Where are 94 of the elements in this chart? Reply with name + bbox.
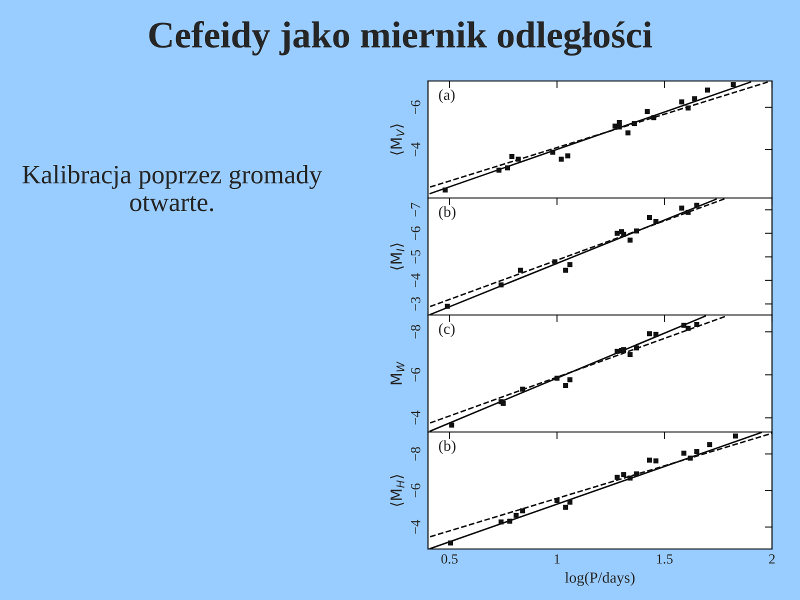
point — [653, 219, 658, 224]
annotation: (b) — [438, 206, 456, 220]
y-tick-label: −6 — [410, 226, 420, 240]
point — [686, 105, 691, 110]
point — [520, 508, 526, 514]
point — [628, 238, 633, 243]
y-tick-label: −6 — [410, 100, 420, 114]
point — [516, 156, 521, 162]
y-tick-label: −7 — [411, 202, 420, 216]
point — [614, 230, 620, 236]
point — [505, 165, 510, 170]
point — [444, 304, 450, 309]
point — [496, 168, 502, 173]
point — [625, 130, 630, 136]
point — [621, 472, 626, 478]
annotation: (b) — [438, 440, 456, 454]
point — [552, 259, 558, 264]
y-tick-label: −4 — [411, 520, 420, 534]
point — [686, 326, 691, 331]
point — [442, 187, 448, 192]
point — [448, 540, 454, 546]
point — [730, 82, 736, 88]
y-tick-label: −6 — [410, 484, 420, 498]
point — [507, 518, 512, 524]
text: Kalibracja poprzez gromady otwarte. — [22, 165, 322, 212]
point — [646, 331, 652, 336]
y-tick-label: −4 — [411, 273, 420, 288]
point — [732, 434, 738, 439]
annotation: (a) — [438, 89, 455, 104]
point — [653, 332, 658, 337]
point — [694, 202, 700, 208]
y-tick-label: −3 — [410, 297, 420, 311]
point — [628, 352, 633, 358]
point — [550, 150, 556, 155]
point — [498, 282, 504, 288]
y-axis-title: ⟨M$_{I}$⟩ — [390, 243, 404, 270]
x-axis-title: log(P/days) — [565, 572, 635, 586]
point — [518, 268, 523, 273]
x-tick-label: 1.5 — [657, 554, 673, 564]
point — [563, 504, 568, 510]
annotation: (c) — [438, 323, 455, 338]
point — [514, 512, 519, 518]
y-tick-label: −5 — [411, 250, 420, 264]
point — [681, 450, 686, 456]
point — [679, 206, 684, 211]
point — [628, 476, 633, 481]
point — [653, 458, 658, 464]
point — [449, 422, 454, 428]
point — [694, 322, 700, 327]
point — [679, 99, 684, 104]
point — [688, 456, 693, 461]
point — [651, 115, 656, 120]
chart-title: Cefeidy jako miernik odległości — [149, 21, 652, 56]
y-tick-label: −8 — [410, 324, 420, 338]
point — [563, 383, 568, 388]
point — [567, 262, 572, 268]
point — [621, 347, 626, 352]
x-tick-label: 1 — [554, 554, 560, 564]
y-axis-title: M$_{W}$ — [390, 361, 404, 384]
y-tick-label: −6 — [410, 368, 420, 382]
point — [509, 154, 514, 159]
point — [692, 96, 698, 102]
y-axis-title: ⟨M$_{H}$⟩ — [390, 475, 404, 506]
point — [563, 268, 568, 273]
point — [520, 386, 526, 392]
point — [704, 88, 710, 93]
point — [554, 498, 560, 504]
point — [681, 322, 686, 328]
point — [707, 442, 712, 448]
x-tick-label: 0.5 — [441, 554, 458, 564]
point — [644, 109, 650, 114]
y-tick-label: −4 — [411, 410, 420, 424]
point — [567, 500, 572, 505]
point — [646, 215, 652, 220]
y-tick-label: −4 — [411, 142, 420, 156]
point — [616, 120, 622, 126]
point — [558, 156, 564, 162]
point — [634, 228, 640, 234]
point — [614, 474, 620, 480]
point — [621, 232, 626, 237]
point — [567, 377, 572, 382]
y-axis-title: ⟨M$_{V}$⟩ — [390, 124, 404, 155]
point — [646, 458, 652, 463]
point — [686, 210, 691, 215]
point — [554, 376, 560, 381]
point — [498, 519, 504, 524]
x-tick-label: 2 — [769, 554, 775, 564]
point — [634, 471, 640, 476]
y-tick-label: −8 — [410, 447, 420, 461]
point — [632, 121, 637, 126]
point — [614, 348, 620, 354]
point — [634, 345, 640, 350]
point — [565, 153, 570, 158]
point — [694, 449, 700, 454]
